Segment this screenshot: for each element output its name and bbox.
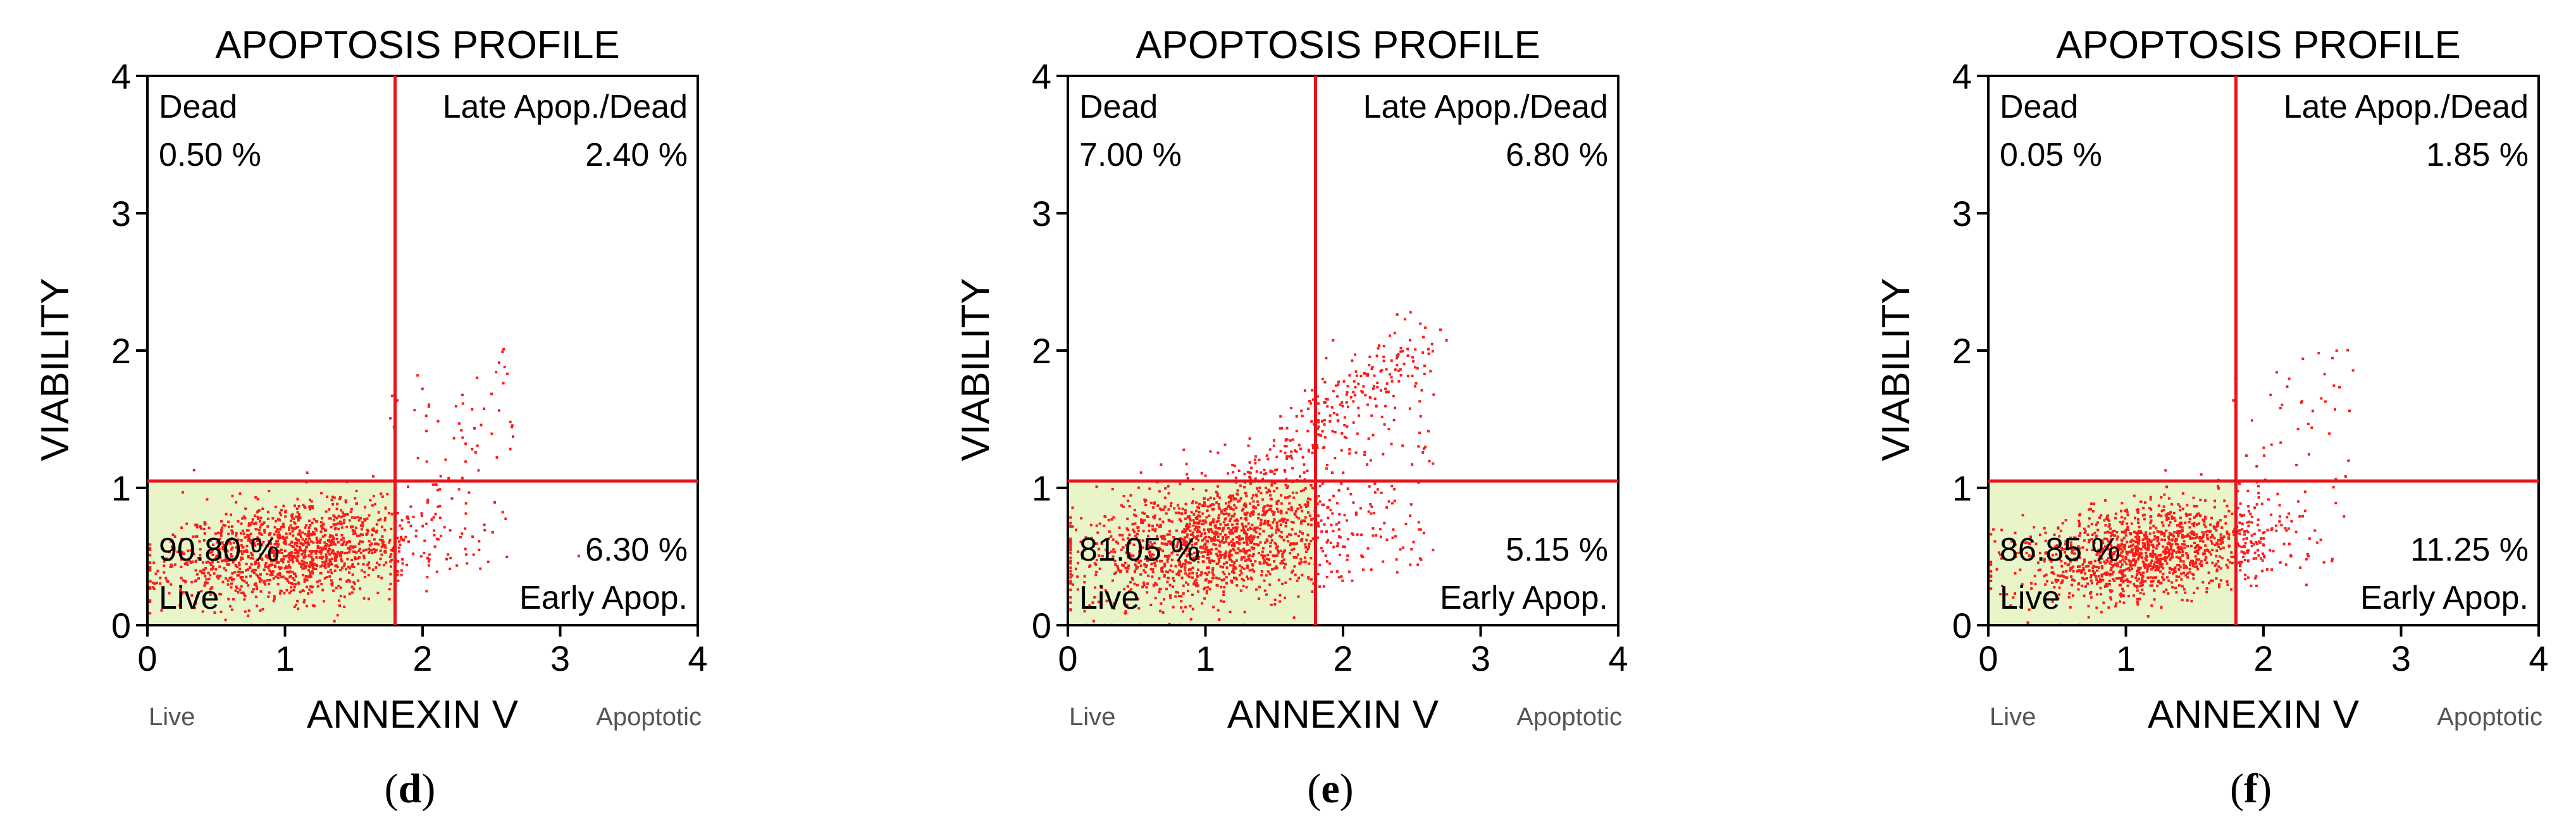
- x-note-apoptotic: Apoptotic: [596, 703, 702, 731]
- quadrant-value-live: 86.85 %: [2000, 532, 2121, 568]
- y-tick-label: 0: [1032, 606, 1051, 645]
- chart-panel-d: 0 1 2 3 4 0 1 2 3 4 APOPTOSIS PROFILE ANNEXIN V VIAB…: [34, 23, 708, 812]
- x-tick-label: 4: [688, 638, 707, 678]
- x-tick-label: 3: [1471, 638, 1490, 678]
- quadrant-name-live: Live: [2000, 580, 2060, 616]
- x-tick-label: 4: [1608, 638, 1628, 678]
- y-tick-label: 1: [1952, 468, 1972, 508]
- scatter-points: [1990, 349, 2355, 626]
- x-tick-label: 2: [1333, 638, 1353, 678]
- quadrant-value-early: 6.30 %: [585, 532, 688, 568]
- y-tick-label: 3: [111, 194, 131, 233]
- x-tick-label: 2: [2253, 638, 2273, 678]
- y-axis-title: VIABILITY: [954, 278, 998, 461]
- quadrant-name-late: Late Apop./Dead: [2284, 89, 2529, 125]
- y-tick-label: 1: [111, 468, 131, 508]
- quadrant-name-late: Late Apop./Dead: [443, 89, 688, 125]
- y-axis-title: VIABILITY: [34, 278, 77, 461]
- quadrant-value-live: 81.05 %: [1079, 532, 1200, 568]
- quadrant-name-live: Live: [1079, 580, 1139, 616]
- chart-title: APOPTOSIS PROFILE: [1136, 23, 1540, 67]
- scatter-points: [1069, 311, 1448, 626]
- scatter-points: [149, 348, 580, 626]
- quadrant-value-dead: 0.50 %: [159, 137, 261, 173]
- quadrant-value-late: 1.85 %: [2426, 137, 2529, 173]
- y-tick-label: 0: [111, 606, 131, 645]
- chart-title: APOPTOSIS PROFILE: [215, 23, 620, 67]
- panel-caption: (e): [1307, 766, 1353, 812]
- x-axis-title: ANNEXIN V: [307, 693, 519, 737]
- x-tick-label: 1: [2116, 638, 2136, 678]
- quadrant-name-early: Early Apop.: [519, 580, 688, 616]
- quadrant-value-dead: 0.05 %: [2000, 137, 2102, 173]
- quadrant-value-late: 2.40 %: [585, 137, 688, 173]
- quadrant-value-late: 6.80 %: [1506, 137, 1608, 173]
- panel-caption: (f): [2230, 766, 2272, 812]
- x-tick-label: 3: [2391, 638, 2411, 678]
- quadrant-name-dead: Dead: [1079, 89, 1158, 125]
- x-tick-label: 2: [412, 638, 432, 678]
- y-tick-label: 3: [1032, 194, 1051, 233]
- y-tick-label: 2: [111, 331, 131, 371]
- y-tick-label: 3: [1952, 194, 1972, 233]
- x-note-live: Live: [1069, 703, 1115, 731]
- chart-panel-f: 0 1 2 3 4 0 1 2 3 4 APOPTOSIS PROFILE ANNEXIN V VIAB…: [1874, 23, 2549, 812]
- x-axis-title: ANNEXIN V: [2148, 693, 2360, 737]
- y-axis-title: VIABILITY: [1874, 278, 1918, 461]
- quadrant-value-live: 90.80 %: [159, 532, 280, 568]
- quadrant-value-dead: 7.00 %: [1079, 137, 1182, 173]
- x-tick-label: 0: [137, 638, 157, 678]
- y-tick-label: 4: [1032, 56, 1051, 96]
- y-tick-label: 2: [1032, 331, 1051, 371]
- x-tick-label: 3: [550, 638, 570, 678]
- y-tick-label: 0: [1952, 606, 1972, 645]
- x-note-apoptotic: Apoptotic: [1516, 703, 1622, 731]
- quadrant-name-early: Early Apop.: [2360, 580, 2529, 616]
- x-tick-label: 1: [1196, 638, 1215, 678]
- quadrant-value-early: 11.25 %: [2410, 532, 2529, 568]
- x-tick-label: 1: [275, 638, 295, 678]
- x-note-apoptotic: Apoptotic: [2437, 703, 2542, 731]
- quadrant-name-live: Live: [159, 580, 219, 616]
- x-note-live: Live: [149, 703, 195, 731]
- x-tick-label: 0: [1978, 638, 1998, 678]
- quadrant-name-late: Late Apop./Dead: [1363, 89, 1608, 125]
- y-tick-label: 1: [1032, 468, 1051, 508]
- x-note-live: Live: [1990, 703, 2036, 731]
- y-tick-label: 4: [1952, 56, 1972, 96]
- quadrant-value-early: 5.15 %: [1506, 532, 1608, 568]
- x-axis-title: ANNEXIN V: [1227, 693, 1439, 737]
- quadrant-name-early: Early Apop.: [1440, 580, 1608, 616]
- quadrant-name-dead: Dead: [2000, 89, 2078, 125]
- panel-caption: (d): [385, 766, 436, 812]
- quadrant-name-dead: Dead: [159, 89, 237, 125]
- y-tick-label: 4: [111, 56, 131, 96]
- x-tick-label: 0: [1058, 638, 1077, 678]
- y-tick-label: 2: [1952, 331, 1972, 371]
- x-tick-label: 4: [2529, 638, 2548, 678]
- chart-panel-e: 0 1 2 3 4 0 1 2 3 4 APOPTOSIS PROFILE ANNEXIN V VIAB…: [954, 23, 1628, 812]
- chart-title: APOPTOSIS PROFILE: [2056, 23, 2461, 67]
